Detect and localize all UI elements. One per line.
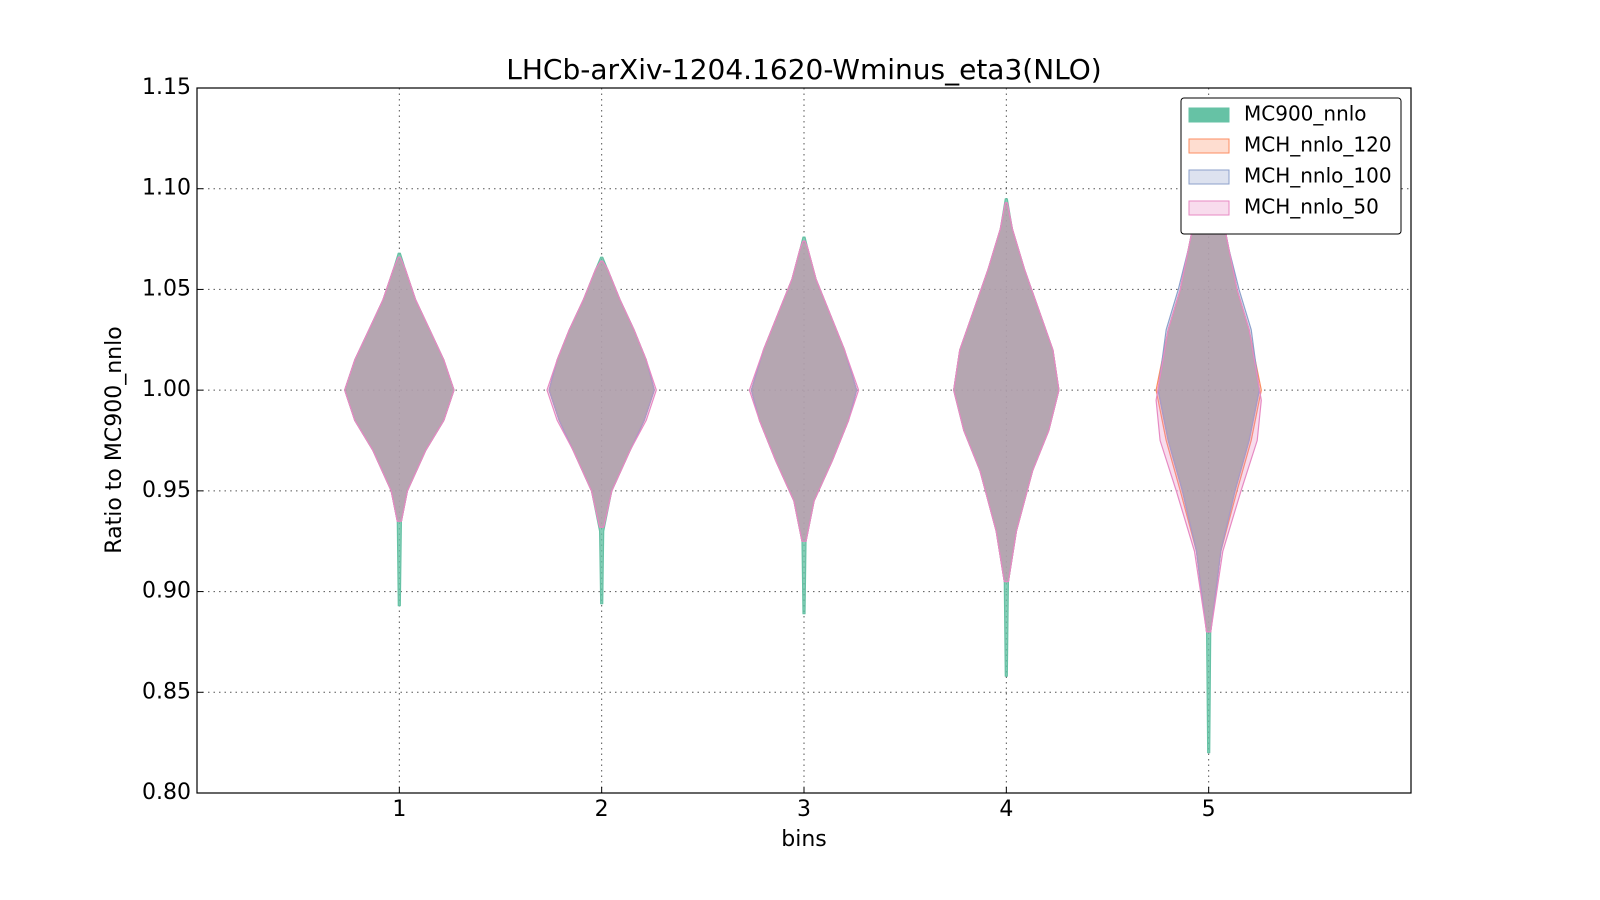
chart-title: LHCb-arXiv-1204.1620-Wminus_eta3(NLO)	[506, 53, 1101, 86]
y-tick-label: 1.10	[142, 176, 191, 201]
y-tick-label: 1.15	[142, 75, 191, 100]
legend-label: MC900_nnlo	[1244, 102, 1367, 126]
y-tick-label: 1.00	[142, 377, 191, 402]
violin	[344, 256, 455, 522]
legend-swatch	[1188, 200, 1230, 216]
legend-swatch	[1188, 138, 1230, 154]
y-axis-label: Ratio to MC900_nnlo	[102, 326, 127, 553]
legend-label: MCH_nnlo_100	[1244, 164, 1392, 188]
y-tick-label: 0.85	[142, 679, 191, 704]
x-tick-label: 4	[999, 797, 1013, 822]
violin	[546, 260, 657, 528]
x-tick-label: 2	[595, 797, 609, 822]
legend-label: MCH_nnlo_50	[1244, 195, 1379, 219]
y-tick-label: 0.90	[142, 579, 191, 604]
x-tick-label: 3	[797, 797, 811, 822]
legend-label: MCH_nnlo_120	[1244, 133, 1392, 157]
legend-swatch	[1188, 107, 1230, 123]
x-tick-label: 5	[1202, 797, 1216, 822]
y-tick-label: 0.95	[142, 478, 191, 503]
x-tick-label: 1	[392, 797, 406, 822]
legend-box	[1180, 97, 1402, 235]
violin	[953, 202, 1060, 583]
plot-frame	[196, 87, 1412, 794]
legend-swatch	[1188, 169, 1230, 185]
violin	[748, 240, 860, 542]
y-tick-label: 1.05	[142, 276, 191, 301]
x-axis-label: bins	[781, 827, 826, 852]
y-tick-label: 0.80	[142, 780, 191, 805]
